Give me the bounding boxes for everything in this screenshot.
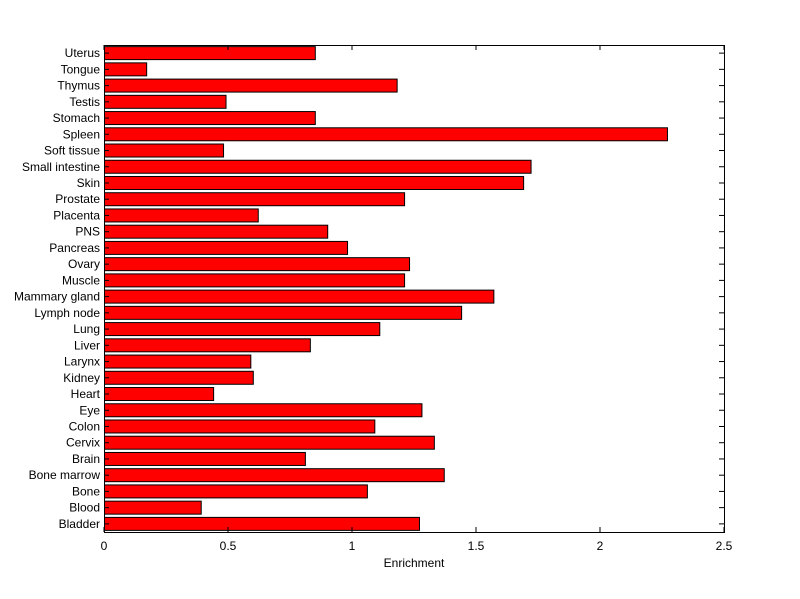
bar-bone-marrow [104, 468, 445, 483]
category-label: Spleen [63, 127, 100, 141]
category-label: Blood [69, 501, 100, 515]
bar-pancreas [104, 240, 349, 255]
x-tick-label: 2 [597, 539, 604, 553]
x-tick-label: 0.5 [220, 539, 237, 553]
category-label: Bone [72, 484, 100, 498]
category-label: Testis [69, 95, 100, 109]
category-label: Kidney [63, 371, 100, 385]
category-label: Thymus [57, 79, 100, 93]
bar-pns [104, 224, 329, 239]
x-tick-label: 1.5 [468, 539, 485, 553]
bar-stomach [104, 111, 316, 126]
x-tick-label: 0 [101, 539, 108, 553]
bars-group [104, 46, 668, 531]
category-label: Tongue [61, 62, 101, 76]
bar-spleen [104, 127, 668, 142]
bar-eye [104, 403, 423, 418]
bar-ovary [104, 257, 411, 272]
axes-frame [104, 45, 725, 533]
x-tick-label: 2.5 [716, 539, 733, 553]
category-label: Pancreas [49, 241, 100, 255]
bar-muscle [104, 273, 406, 288]
bar-blood [104, 500, 202, 515]
bar-prostate [104, 192, 406, 207]
category-label: Cervix [66, 436, 100, 450]
category-label: Mammary gland [14, 290, 100, 304]
bar-testis [104, 94, 227, 109]
category-label: Eye [79, 403, 100, 417]
category-labels-group: Uterus Tongue Thymus Testis Stomach Spleen Sof… [14, 46, 101, 531]
bar-soft-tissue [104, 143, 225, 158]
category-label: Bladder [59, 517, 100, 531]
bar-larynx [104, 354, 252, 369]
bar-small-intestine [104, 159, 532, 174]
category-label: Soft tissue [44, 144, 100, 158]
category-label: Larynx [64, 355, 100, 369]
category-label: Bone marrow [29, 468, 101, 482]
category-label: Prostate [55, 192, 100, 206]
bar-thymus [104, 78, 398, 93]
category-label: Muscle [62, 273, 100, 287]
category-label: Colon [69, 419, 100, 433]
bar-liver [104, 338, 311, 353]
bar-heart [104, 387, 215, 402]
category-label: Ovary [68, 257, 100, 271]
category-label: Lymph node [34, 306, 100, 320]
category-label: Heart [71, 387, 101, 401]
bar-cervix [104, 435, 435, 450]
bar-bone [104, 484, 368, 499]
x-tick-labels-group: 0 0.5 1 1.5 2 2.5 [101, 539, 733, 553]
category-label: Liver [74, 338, 100, 352]
category-label: Placenta [53, 208, 100, 222]
bar-bladder [104, 516, 420, 531]
bar-lung [104, 322, 381, 337]
category-label: Stomach [53, 111, 100, 125]
category-label: Small intestine [22, 160, 100, 174]
x-axis-label: Enrichment [384, 556, 445, 570]
bar-lymph-node [104, 305, 463, 320]
x-tick-label: 1 [349, 539, 356, 553]
bar-mammary-gland [104, 289, 495, 304]
bar-kidney [104, 370, 254, 385]
category-label: Uterus [65, 46, 100, 60]
category-label: Brain [72, 452, 100, 466]
bar-placenta [104, 208, 259, 223]
bar-colon [104, 419, 376, 434]
category-label: Lung [73, 322, 100, 336]
category-label: PNS [75, 225, 100, 239]
bar-tongue [104, 62, 148, 77]
ticks-group [103, 45, 725, 532]
bar-uterus [104, 46, 316, 61]
bar-skin [104, 175, 525, 190]
bar-brain [104, 451, 306, 466]
category-label: Skin [77, 176, 100, 190]
